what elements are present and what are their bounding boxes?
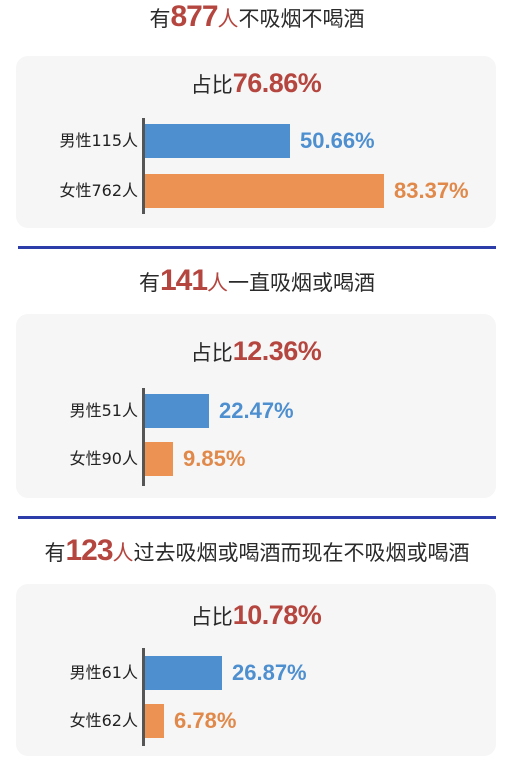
ratio-title: 占比10.78% [16, 600, 496, 632]
heading-prefix: 有 [149, 7, 171, 31]
heading-unit: 人 [217, 7, 239, 31]
male-bar [145, 656, 222, 690]
heading-desc: 一直吸烟或喝酒 [228, 271, 376, 295]
female-value-label: 9.85% [183, 446, 246, 471]
section-divider [18, 516, 496, 519]
bar-axis [142, 388, 145, 486]
male-row-label: 男性115人 [59, 131, 138, 150]
female-row-label: 女性62人 [69, 711, 138, 730]
ratio-title: 占比12.36% [16, 336, 496, 368]
male-bar [145, 124, 290, 158]
section-3-heading: 有123人过去吸烟或喝酒而现在不吸烟或喝酒 [0, 536, 514, 568]
section-3-card: 占比10.78% 男性61人 26.87% 女性62人 6.78% [16, 584, 496, 756]
heading-count: 877 [170, 0, 218, 33]
heading-unit: 人 [112, 541, 134, 565]
section-1-card: 占比76.86% 男性115人 50.66% 女性762人 83.37% [16, 56, 496, 228]
female-bar [145, 704, 164, 738]
ratio-label: 占比 [190, 341, 233, 365]
male-value-label: 26.87% [232, 660, 307, 685]
female-bar [145, 442, 173, 476]
bar-axis [142, 648, 145, 746]
heading-count: 141 [159, 264, 208, 297]
female-row-label: 女性762人 [59, 181, 138, 200]
heading-prefix: 有 [138, 271, 160, 295]
ratio-label: 占比 [190, 605, 233, 629]
section-2-heading: 有141人一直吸烟或喝酒 [0, 266, 514, 298]
female-value-label: 83.37% [394, 178, 469, 203]
ratio-label: 占比 [190, 73, 233, 97]
heading-desc: 过去吸烟或喝酒而现在不吸烟或喝酒 [133, 541, 470, 565]
male-bar [145, 394, 209, 428]
ratio-value: 10.78% [232, 600, 322, 630]
heading-count: 123 [65, 534, 113, 567]
female-row-label: 女性90人 [69, 449, 138, 468]
female-value-label: 6.78% [174, 708, 237, 733]
heading-unit: 人 [207, 271, 229, 295]
section-2-card: 占比12.36% 男性51人 22.47% 女性90人 9.85% [16, 314, 496, 498]
section-1-heading: 有877人不吸烟不喝酒 [0, 2, 514, 34]
female-bar [145, 174, 384, 208]
ratio-title: 占比76.86% [16, 68, 496, 100]
heading-desc: 不吸烟不喝酒 [238, 7, 365, 31]
heading-prefix: 有 [44, 541, 66, 565]
bar-axis [142, 118, 145, 214]
ratio-value: 12.36% [232, 336, 322, 366]
male-row-label: 男性61人 [69, 663, 138, 682]
ratio-value: 76.86% [232, 68, 322, 98]
section-divider [18, 246, 496, 249]
male-row-label: 男性51人 [69, 401, 138, 420]
male-value-label: 22.47% [219, 398, 294, 423]
male-value-label: 50.66% [300, 128, 375, 153]
